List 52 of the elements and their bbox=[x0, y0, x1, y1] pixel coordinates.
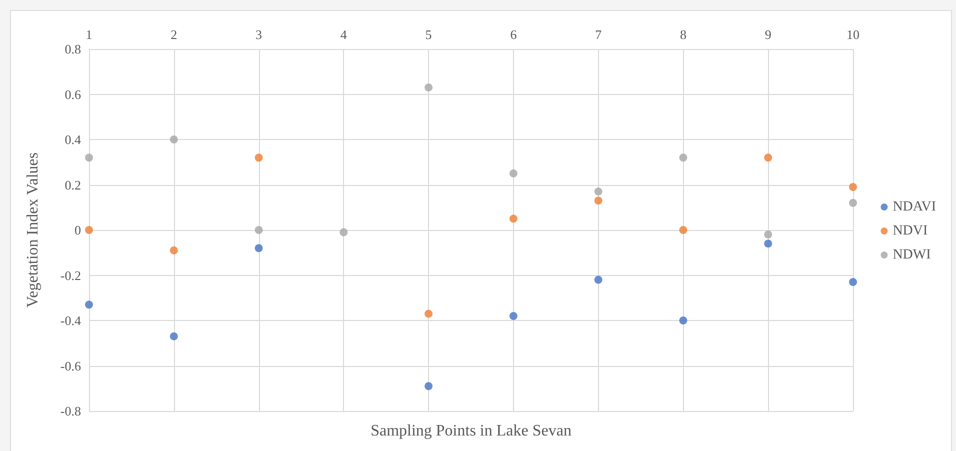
point bbox=[679, 316, 688, 324]
point bbox=[340, 228, 348, 236]
point bbox=[170, 136, 178, 144]
point bbox=[85, 226, 93, 234]
point bbox=[849, 183, 857, 192]
point bbox=[509, 312, 518, 320]
point bbox=[679, 226, 688, 234]
y-tick-label: -0.2 bbox=[60, 268, 81, 283]
y-tick-label: 0.2 bbox=[64, 177, 81, 192]
point bbox=[594, 196, 602, 205]
point bbox=[764, 154, 772, 162]
point bbox=[254, 244, 263, 252]
x-tick-label: 1 bbox=[86, 27, 92, 42]
point bbox=[170, 332, 178, 340]
x-tick-label: 10 bbox=[846, 27, 860, 42]
point bbox=[764, 230, 772, 239]
x-tick-label: 4 bbox=[340, 27, 348, 42]
point bbox=[254, 154, 263, 162]
point bbox=[424, 83, 433, 92]
legend-label: NDVI bbox=[892, 224, 928, 238]
x-tick-label: 6 bbox=[510, 27, 518, 42]
x-tick-label: 3 bbox=[256, 27, 262, 42]
y-tick-label: -0.8 bbox=[60, 404, 81, 418]
point bbox=[509, 214, 518, 223]
x-tick-label: 8 bbox=[680, 27, 686, 42]
y-tick-label: 0.4 bbox=[64, 132, 82, 147]
point bbox=[170, 246, 178, 254]
point bbox=[424, 382, 433, 390]
y-tick-label: -0.6 bbox=[60, 358, 82, 374]
point bbox=[849, 198, 857, 207]
x-axis-title: Sampling Points in Lake Sevan bbox=[370, 422, 572, 440]
x-tick-label: 7 bbox=[595, 27, 602, 42]
point bbox=[764, 240, 772, 248]
y-tick-label: 0.6 bbox=[64, 86, 82, 102]
point bbox=[424, 310, 433, 318]
legend-label: NDAVI bbox=[892, 200, 936, 214]
x-tick-label: 9 bbox=[764, 27, 772, 42]
point bbox=[85, 154, 93, 162]
legend-label: NDWI bbox=[892, 248, 932, 262]
x-tick-label: 2 bbox=[170, 27, 178, 42]
point bbox=[254, 226, 263, 234]
point bbox=[85, 300, 93, 309]
point bbox=[509, 169, 518, 178]
y-axis-title: Vegetation Index Values bbox=[24, 152, 42, 308]
point bbox=[594, 188, 602, 196]
point bbox=[679, 154, 688, 162]
y-tick-label: 0.8 bbox=[64, 42, 81, 56]
x-tick-label: 5 bbox=[425, 27, 432, 42]
point bbox=[849, 278, 857, 286]
y-tick-label: 0 bbox=[74, 222, 81, 238]
y-tick-label: -0.4 bbox=[60, 313, 82, 328]
point bbox=[594, 276, 602, 284]
